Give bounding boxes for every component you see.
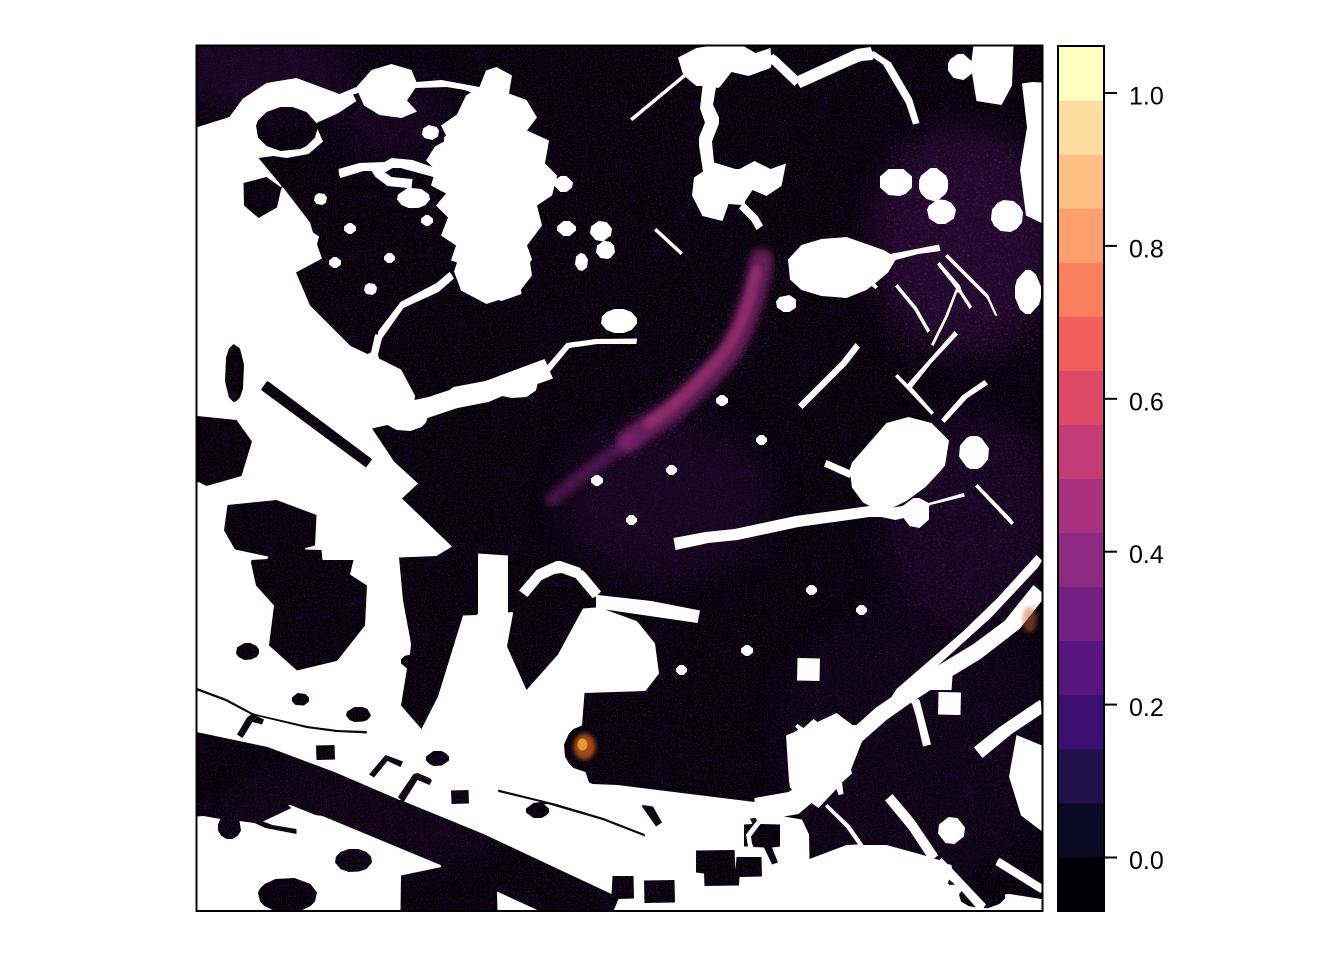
svg-text:0.0: 0.0 [1129,847,1164,875]
svg-text:1.0: 1.0 [1129,83,1164,111]
svg-text:0.2: 0.2 [1129,694,1164,722]
svg-text:0.4: 0.4 [1129,541,1164,569]
svg-text:0.8: 0.8 [1129,235,1164,263]
svg-text:0.6: 0.6 [1129,388,1164,416]
